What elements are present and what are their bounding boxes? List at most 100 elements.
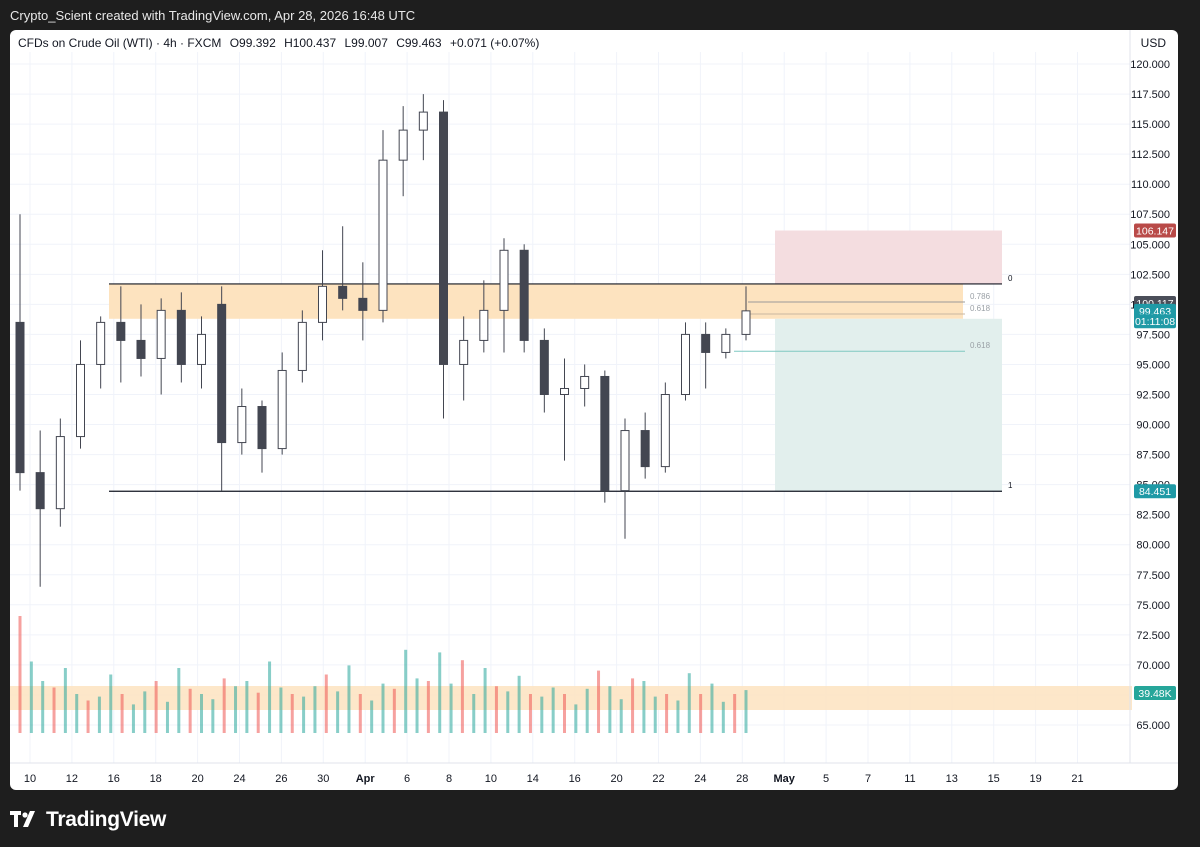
legend-high: H100.437 — [284, 36, 337, 50]
price-label-tag — [1134, 314, 1176, 329]
volume-bar — [75, 694, 79, 733]
y-tick-label: 110.000 — [1131, 179, 1170, 191]
fib-label: 0.618 — [970, 341, 991, 350]
volume-bar — [279, 687, 283, 733]
volume-bar — [18, 616, 22, 733]
volume-bar — [608, 686, 612, 733]
volume-bar — [597, 670, 601, 733]
y-tick-label: 120.000 — [1130, 59, 1170, 71]
candle-body — [15, 321, 25, 474]
legend-change: +0.071 (+0.07%) — [449, 36, 540, 50]
volume-bar — [563, 694, 566, 733]
volume-bar — [585, 688, 589, 733]
candle-body — [398, 129, 408, 161]
y-tick-label: 65.000 — [1136, 720, 1170, 732]
volume-zone — [10, 686, 1132, 710]
candle-body — [318, 285, 327, 323]
volume-bar — [370, 700, 374, 733]
x-tick-label: 12 — [66, 773, 78, 785]
footer: TradingView — [10, 806, 166, 834]
x-tick-label: 11 — [904, 773, 915, 785]
volume-bar — [653, 696, 657, 733]
volume-bar — [211, 699, 215, 733]
y-tick-label: 115.000 — [1131, 119, 1170, 131]
volume-bar — [733, 694, 737, 733]
candle-body — [560, 387, 569, 396]
price-chart[interactable]: 010.7860.6180.61865.00067.50070.00072.50… — [10, 30, 1178, 790]
volume-bar — [290, 694, 294, 733]
volume-bar — [63, 668, 67, 733]
x-tick-label: May — [773, 773, 795, 785]
candle-body — [76, 363, 85, 438]
fib-label: 0.786 — [970, 292, 991, 301]
x-tick-label: 24 — [233, 773, 245, 785]
y-tick-label: 82.500 — [1136, 510, 1170, 522]
candle-body — [297, 321, 307, 371]
y-tick-label: 102.500 — [1130, 269, 1170, 281]
y-tick-label: 117.500 — [1131, 89, 1170, 101]
y-tick-label: 80.000 — [1136, 540, 1170, 552]
volume-bar — [234, 686, 238, 733]
candle-body — [156, 309, 166, 359]
price-label: 84.451 — [1139, 486, 1171, 498]
fib-label: 0.618 — [970, 304, 991, 313]
candle-body — [620, 430, 630, 492]
top-credit-bar: Crypto_Scient created with TradingView.c… — [0, 0, 1200, 30]
candle-body — [499, 249, 509, 311]
volume-bar — [506, 691, 510, 733]
candle-body — [378, 159, 388, 311]
volume-bar — [268, 661, 272, 733]
x-tick-label: 13 — [946, 773, 958, 785]
volume-bar — [721, 701, 725, 733]
candle-body — [197, 333, 206, 365]
chart-panel[interactable]: 010.7860.6180.61865.00067.50070.00072.50… — [10, 30, 1178, 790]
volume-bar — [449, 683, 453, 733]
volume-bar — [415, 678, 419, 733]
currency-label[interactable]: USD — [1140, 36, 1166, 50]
x-tick-label: 7 — [865, 773, 871, 785]
candle-body — [217, 303, 227, 444]
x-tick-label: 20 — [191, 773, 203, 785]
candle-body — [55, 436, 65, 510]
y-tick-label: 77.500 — [1136, 570, 1170, 582]
x-tick-label: 19 — [1029, 773, 1041, 785]
candle-body — [600, 375, 610, 492]
candle-body — [418, 111, 428, 131]
volume-bar — [665, 694, 669, 733]
candle-body — [338, 285, 348, 299]
candle-body — [580, 375, 590, 389]
x-tick-label: 26 — [275, 773, 287, 785]
candle-body — [35, 472, 45, 510]
price-label-tag — [1134, 484, 1176, 499]
volume-bar — [177, 668, 181, 733]
volume-bar — [744, 690, 748, 733]
candle-body — [96, 321, 106, 365]
candle-body — [136, 339, 146, 359]
y-tick-label: 105.000 — [1130, 239, 1170, 251]
volume-bar — [494, 686, 498, 733]
volume-bar — [200, 694, 203, 733]
candle-body — [721, 333, 731, 353]
price-label-tag — [1134, 223, 1176, 238]
y-tick-label: 97.500 — [1136, 329, 1170, 341]
volume-bar — [52, 687, 56, 733]
volume-bar — [517, 675, 521, 733]
volume-bar — [687, 673, 691, 733]
candle-body — [539, 339, 549, 396]
volume-bar — [302, 696, 306, 733]
x-tick-label: 30 — [317, 773, 329, 785]
fib-label: 0 — [1008, 274, 1013, 283]
candle-body — [640, 430, 650, 468]
x-tick-label: 8 — [446, 773, 452, 785]
candle-body — [116, 321, 126, 341]
tradingview-logo-icon — [10, 811, 35, 827]
volume-bar — [256, 692, 260, 733]
x-tick-label: 24 — [694, 773, 706, 785]
candle-body — [176, 309, 186, 365]
volume-bar — [97, 696, 101, 733]
volume-bar — [710, 683, 714, 733]
volume-bar — [222, 678, 226, 733]
volume-bar — [392, 688, 396, 733]
x-tick-label: 18 — [150, 773, 162, 785]
legend-low: L99.007 — [344, 36, 388, 50]
